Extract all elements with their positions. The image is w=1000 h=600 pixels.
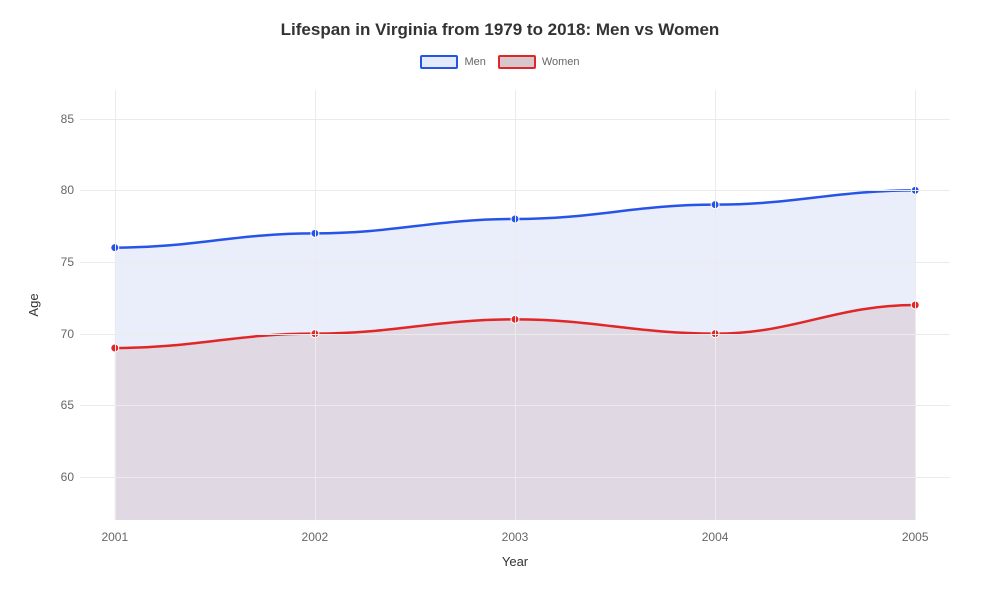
gridline-h xyxy=(80,190,950,191)
plot-area xyxy=(80,90,950,520)
gridline-v xyxy=(115,90,116,520)
y-tick-label: 80 xyxy=(50,183,74,197)
legend-swatch-women xyxy=(498,55,536,69)
x-tick-label: 2005 xyxy=(902,530,929,544)
chart-container: Lifespan in Virginia from 1979 to 2018: … xyxy=(0,0,1000,600)
legend-item-women[interactable]: Women xyxy=(498,55,580,69)
legend-swatch-men xyxy=(420,55,458,69)
y-tick-label: 60 xyxy=(50,470,74,484)
gridline-v xyxy=(915,90,916,520)
x-tick-label: 2002 xyxy=(302,530,329,544)
x-tick-label: 2001 xyxy=(101,530,128,544)
y-tick-label: 65 xyxy=(50,398,74,412)
gridline-h xyxy=(80,405,950,406)
gridline-h xyxy=(80,477,950,478)
gridline-h xyxy=(80,262,950,263)
gridline-v xyxy=(715,90,716,520)
chart-title: Lifespan in Virginia from 1979 to 2018: … xyxy=(0,20,1000,40)
legend-label-men: Men xyxy=(464,56,485,68)
y-axis-title: Age xyxy=(26,293,41,316)
x-tick-label: 2003 xyxy=(502,530,529,544)
legend: Men Women xyxy=(0,55,1000,69)
gridline-h xyxy=(80,119,950,120)
x-tick-label: 2004 xyxy=(702,530,729,544)
y-tick-label: 85 xyxy=(50,112,74,126)
gridline-h xyxy=(80,334,950,335)
legend-label-women: Women xyxy=(542,56,580,68)
gridline-v xyxy=(515,90,516,520)
y-tick-label: 75 xyxy=(50,255,74,269)
y-tick-label: 70 xyxy=(50,327,74,341)
gridline-v xyxy=(315,90,316,520)
x-axis-title: Year xyxy=(502,554,528,569)
legend-item-men[interactable]: Men xyxy=(420,55,485,69)
